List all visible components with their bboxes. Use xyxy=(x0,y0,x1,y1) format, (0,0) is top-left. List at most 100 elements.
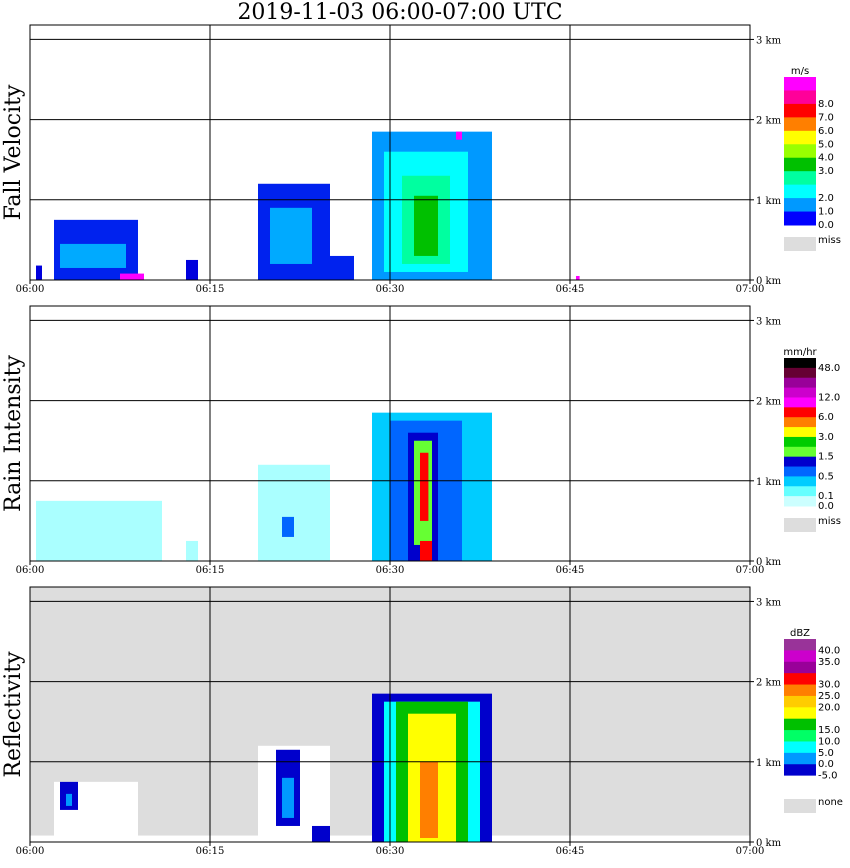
echo-region xyxy=(36,265,42,280)
x-tick-label: 06:30 xyxy=(376,565,405,576)
colorbar-label: 25.0 xyxy=(818,691,840,702)
colorbar-swatch xyxy=(784,198,816,213)
colorbar-swatch xyxy=(784,77,816,91)
colorbar-swatch xyxy=(784,684,816,697)
colorbar-label: 0.1 xyxy=(818,491,834,502)
x-tick-label: 06:15 xyxy=(196,565,225,576)
colorbar-miss-swatch xyxy=(784,518,816,532)
panel-ylabel: Reflectivity xyxy=(1,651,26,778)
colorbar-swatch xyxy=(784,90,816,105)
y-tick-label: 2 km xyxy=(756,116,782,127)
colorbar-swatch xyxy=(784,639,816,651)
echo-region xyxy=(456,131,462,140)
echo-region xyxy=(282,516,294,537)
colorbar-swatch xyxy=(784,707,816,720)
y-tick-label: 0 km xyxy=(756,838,782,849)
colorbar-swatch xyxy=(784,718,816,731)
colorbar-swatch xyxy=(784,695,816,708)
colorbar-swatch xyxy=(784,436,816,448)
colorbar-label: 3.0 xyxy=(818,166,834,177)
colorbar-miss-label: miss xyxy=(818,516,841,527)
colorbar-swatch xyxy=(784,456,816,468)
x-tick-label: 06:45 xyxy=(556,565,585,576)
echo-region xyxy=(414,195,438,256)
y-tick-label: 1 km xyxy=(756,477,782,488)
colorbar-label: 20.0 xyxy=(818,702,840,713)
colorbar-label: 4.0 xyxy=(818,153,834,164)
y-tick-label: 3 km xyxy=(756,35,782,46)
echo-region xyxy=(330,255,354,280)
colorbar-miss-label: miss xyxy=(818,235,841,246)
colorbar-miss-swatch xyxy=(784,799,816,813)
colorbar-label: 3.0 xyxy=(818,432,834,443)
colorbar-label: 12.0 xyxy=(818,392,840,403)
colorbar-swatch xyxy=(784,397,816,408)
colorbar-label: -5.0 xyxy=(818,771,838,782)
x-tick-label: 06:30 xyxy=(376,284,405,295)
echo-region xyxy=(576,275,580,280)
x-tick-label: 06:30 xyxy=(376,846,405,857)
colorbar-swatch xyxy=(784,427,816,438)
echo-region xyxy=(420,540,432,561)
x-tick-label: 06:45 xyxy=(556,284,585,295)
colorbar-label: 0.5 xyxy=(818,471,834,482)
colorbar-miss-label: none xyxy=(818,797,843,808)
y-tick-label: 1 km xyxy=(756,196,782,207)
colorbar-swatch xyxy=(784,730,816,742)
colorbar-swatch xyxy=(784,741,816,754)
colorbar-miss-swatch xyxy=(784,237,816,251)
colorbar-swatch xyxy=(784,446,816,458)
echo-region xyxy=(270,207,312,264)
colorbar-label: 40.0 xyxy=(818,645,840,656)
y-tick-label: 3 km xyxy=(756,316,782,327)
colorbar-label: 15.0 xyxy=(818,725,840,736)
echo-region xyxy=(120,273,144,280)
colorbar-swatch xyxy=(784,407,816,418)
colorbar-swatch xyxy=(784,377,816,389)
colorbar-unit: mm/hr xyxy=(783,347,817,358)
colorbar-label: 48.0 xyxy=(818,363,840,374)
colorbar-swatch xyxy=(784,673,816,686)
colorbar-swatch xyxy=(784,144,816,159)
colorbar-label: 5.0 xyxy=(818,748,834,759)
colorbar-label: 6.0 xyxy=(818,412,834,423)
colorbar-swatch xyxy=(784,775,816,788)
colorbar-swatch xyxy=(784,752,816,765)
colorbar-label: 0.0 xyxy=(818,759,834,770)
colorbar-swatch xyxy=(784,117,816,132)
colorbar-label: 2.0 xyxy=(818,193,834,204)
echo-region xyxy=(186,259,198,280)
echo-region xyxy=(420,761,438,838)
colorbar-label: 8.0 xyxy=(818,99,834,110)
y-tick-label: 2 km xyxy=(756,397,782,408)
echo-region xyxy=(282,777,294,818)
colorbar-swatch xyxy=(784,367,816,379)
y-tick-label: 2 km xyxy=(756,678,782,689)
x-tick-label: 07:00 xyxy=(736,565,765,576)
y-tick-label: 0 km xyxy=(756,276,782,287)
y-tick-label: 1 km xyxy=(756,758,782,769)
echo-region xyxy=(66,793,72,806)
colorbar-label: 7.0 xyxy=(818,112,834,123)
y-tick-label: 3 km xyxy=(756,597,782,608)
colorbar-swatch xyxy=(784,103,816,118)
colorbar-swatch xyxy=(784,486,816,497)
echo-region xyxy=(420,452,429,521)
x-tick-label: 06:00 xyxy=(16,284,45,295)
colorbar-swatch xyxy=(784,650,816,663)
colorbar-swatch xyxy=(784,171,816,186)
colorbar-swatch xyxy=(784,466,816,477)
x-tick-label: 06:15 xyxy=(196,284,225,295)
colorbar-label: 1.0 xyxy=(818,207,834,218)
chart-title: 2019-11-03 06:00-07:00 UTC xyxy=(237,0,563,25)
colorbar-label: 0.0 xyxy=(818,220,834,231)
colorbar-label: 5.0 xyxy=(818,139,834,150)
echo-region xyxy=(186,540,198,561)
colorbar-swatch xyxy=(784,476,816,487)
echo-region xyxy=(60,243,126,268)
panel-ylabel: Fall Velocity xyxy=(1,84,26,220)
colorbar-label: 6.0 xyxy=(818,126,834,137)
echo-region xyxy=(258,464,330,561)
echo-region xyxy=(312,825,330,842)
